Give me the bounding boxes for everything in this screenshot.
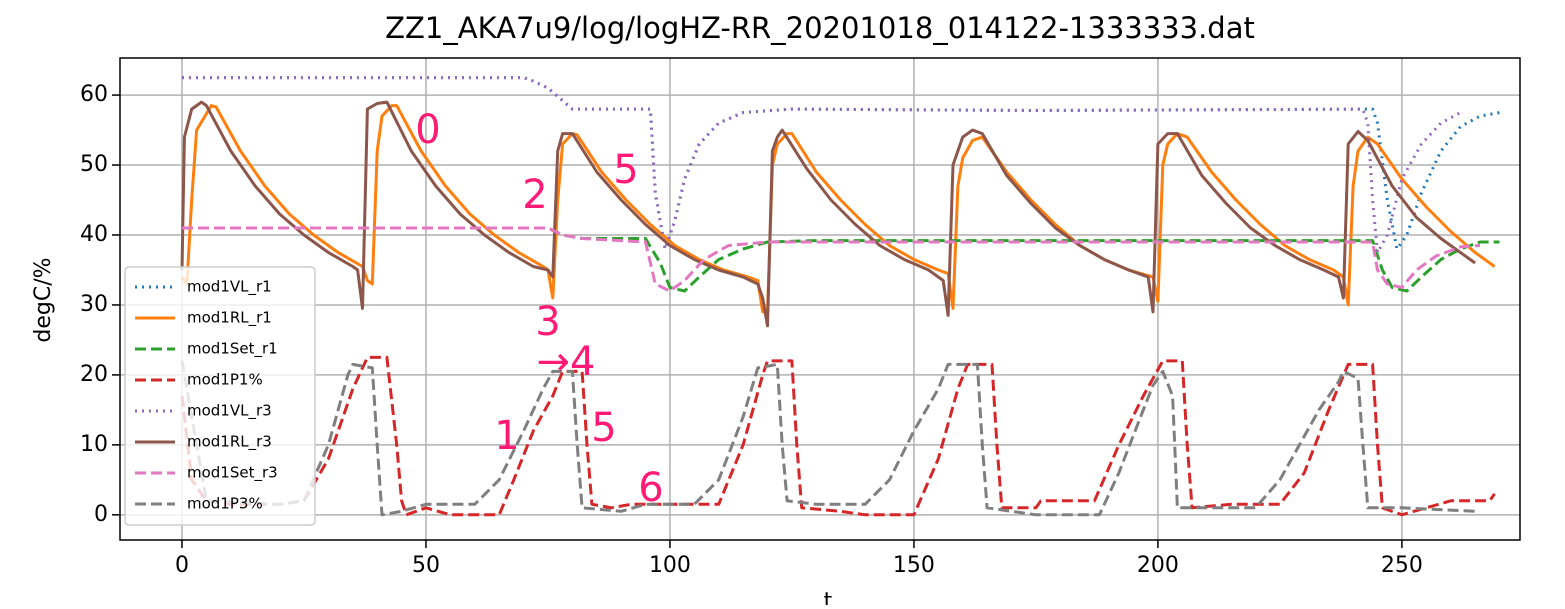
y-tick-label: 60: [80, 82, 108, 107]
annotation: →4: [537, 339, 596, 385]
x-axis-label: t: [824, 589, 833, 605]
series-line: [180, 360, 1476, 517]
plot-frame: [119, 57, 1521, 541]
x-tick-label: 100: [649, 553, 691, 578]
x-tick-label: 250: [1381, 553, 1423, 578]
series-line: [180, 355, 1496, 517]
legend-label: mod1VL_r3: [187, 402, 272, 421]
series-line: [182, 76, 1462, 254]
legend-label: mod1RL_r3: [187, 433, 272, 452]
x-tick-label: 50: [412, 553, 440, 578]
annotation: 0: [415, 107, 440, 153]
y-tick-label: 40: [80, 222, 108, 247]
annotation: 5: [613, 147, 638, 193]
y-tick-label: 20: [80, 362, 108, 387]
annotation: 2: [522, 172, 547, 218]
series-line: [180, 104, 1496, 314]
y-axis-label: degC/%: [31, 257, 56, 342]
chart-title: ZZ1_AKA7u9/log/logHZ-RR_20201018_014122-…: [385, 11, 1255, 45]
annotation: 1: [494, 413, 519, 459]
annotation: 3: [535, 299, 560, 345]
y-tick-label: 10: [80, 432, 108, 457]
annotation: 6: [638, 465, 663, 511]
legend-box: [124, 266, 316, 526]
y-tick-label: 30: [80, 292, 108, 317]
legend-label: mod1RL_r1: [187, 309, 272, 328]
legend-label: mod1Set_r3: [187, 464, 278, 483]
legend-label: mod1VL_r1: [187, 278, 272, 297]
y-tick-label: 50: [80, 152, 108, 177]
series-line: [182, 226, 1481, 293]
annotation: 5: [591, 405, 616, 451]
x-tick-label: 200: [1137, 553, 1179, 578]
x-tick-label: 150: [893, 553, 935, 578]
legend-label: mod1P1%: [187, 371, 263, 389]
series-line: [182, 226, 1500, 293]
legend-label: mod1Set_r1: [187, 340, 278, 359]
y-tick-label: 0: [94, 502, 108, 527]
series-line: [180, 100, 1476, 328]
x-tick-label: 0: [175, 553, 189, 578]
legend-label: mod1P3%: [187, 495, 263, 513]
